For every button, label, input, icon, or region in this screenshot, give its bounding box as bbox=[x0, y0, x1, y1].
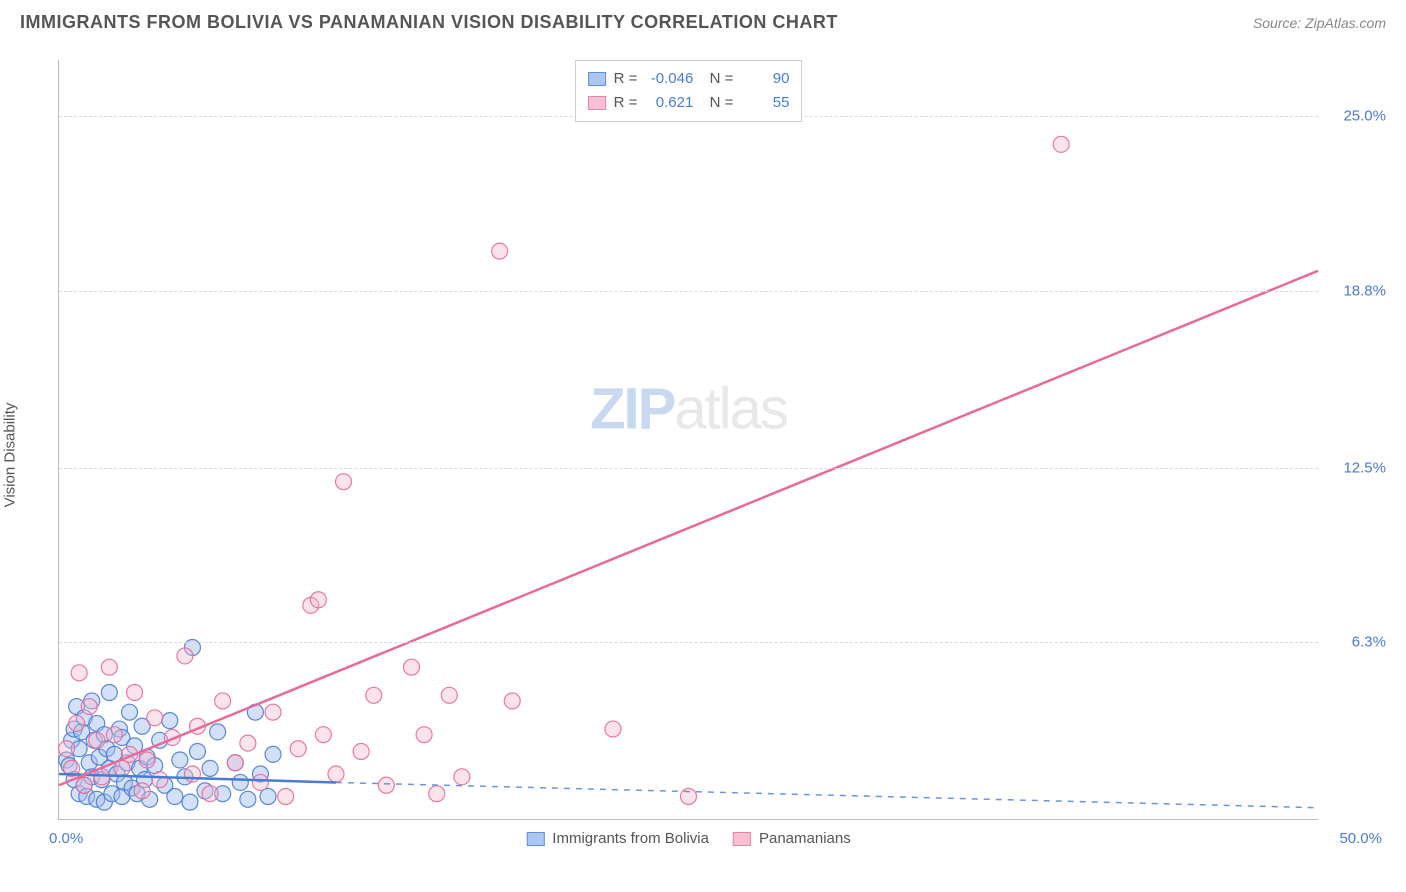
plot-area: ZIPatlas R = -0.046 N = 90 R = 0.621 N =… bbox=[58, 60, 1318, 820]
source-label: Source: ZipAtlas.com bbox=[1253, 15, 1386, 31]
y-tick-label: 12.5% bbox=[1326, 459, 1386, 476]
legend-item-bolivia: Immigrants from Bolivia bbox=[526, 830, 709, 847]
swatch-bolivia-bottom bbox=[526, 832, 544, 846]
legend-item-panamanians: Panamanians bbox=[733, 830, 851, 847]
x-tick-origin: 0.0% bbox=[49, 830, 83, 847]
correlation-legend: R = -0.046 N = 90 R = 0.621 N = 55 bbox=[575, 60, 803, 122]
y-tick-label: 6.3% bbox=[1326, 633, 1386, 650]
n-value-bolivia: 90 bbox=[741, 67, 789, 91]
series-legend: Immigrants from Bolivia Panamanians bbox=[526, 830, 850, 847]
y-tick-label: 25.0% bbox=[1326, 108, 1386, 125]
chart-title: IMMIGRANTS FROM BOLIVIA VS PANAMANIAN VI… bbox=[20, 12, 838, 33]
plot-svg bbox=[59, 60, 1318, 819]
swatch-bolivia bbox=[588, 72, 606, 86]
chart-container: Vision Disability ZIPatlas R = -0.046 N … bbox=[20, 50, 1386, 860]
swatch-panamanians-bottom bbox=[733, 832, 751, 846]
legend-label-bolivia: Immigrants from Bolivia bbox=[552, 830, 709, 847]
y-tick-label: 18.8% bbox=[1326, 282, 1386, 299]
r-value-bolivia: -0.046 bbox=[645, 67, 693, 91]
legend-row-bolivia: R = -0.046 N = 90 bbox=[588, 67, 790, 91]
n-value-panamanians: 55 bbox=[741, 91, 789, 115]
y-axis-label: Vision Disability bbox=[2, 403, 19, 508]
legend-row-panamanians: R = 0.621 N = 55 bbox=[588, 91, 790, 115]
r-value-panamanians: 0.621 bbox=[645, 91, 693, 115]
x-tick-max: 50.0% bbox=[1339, 830, 1382, 847]
swatch-panamanians bbox=[588, 96, 606, 110]
legend-label-panamanians: Panamanians bbox=[759, 830, 851, 847]
